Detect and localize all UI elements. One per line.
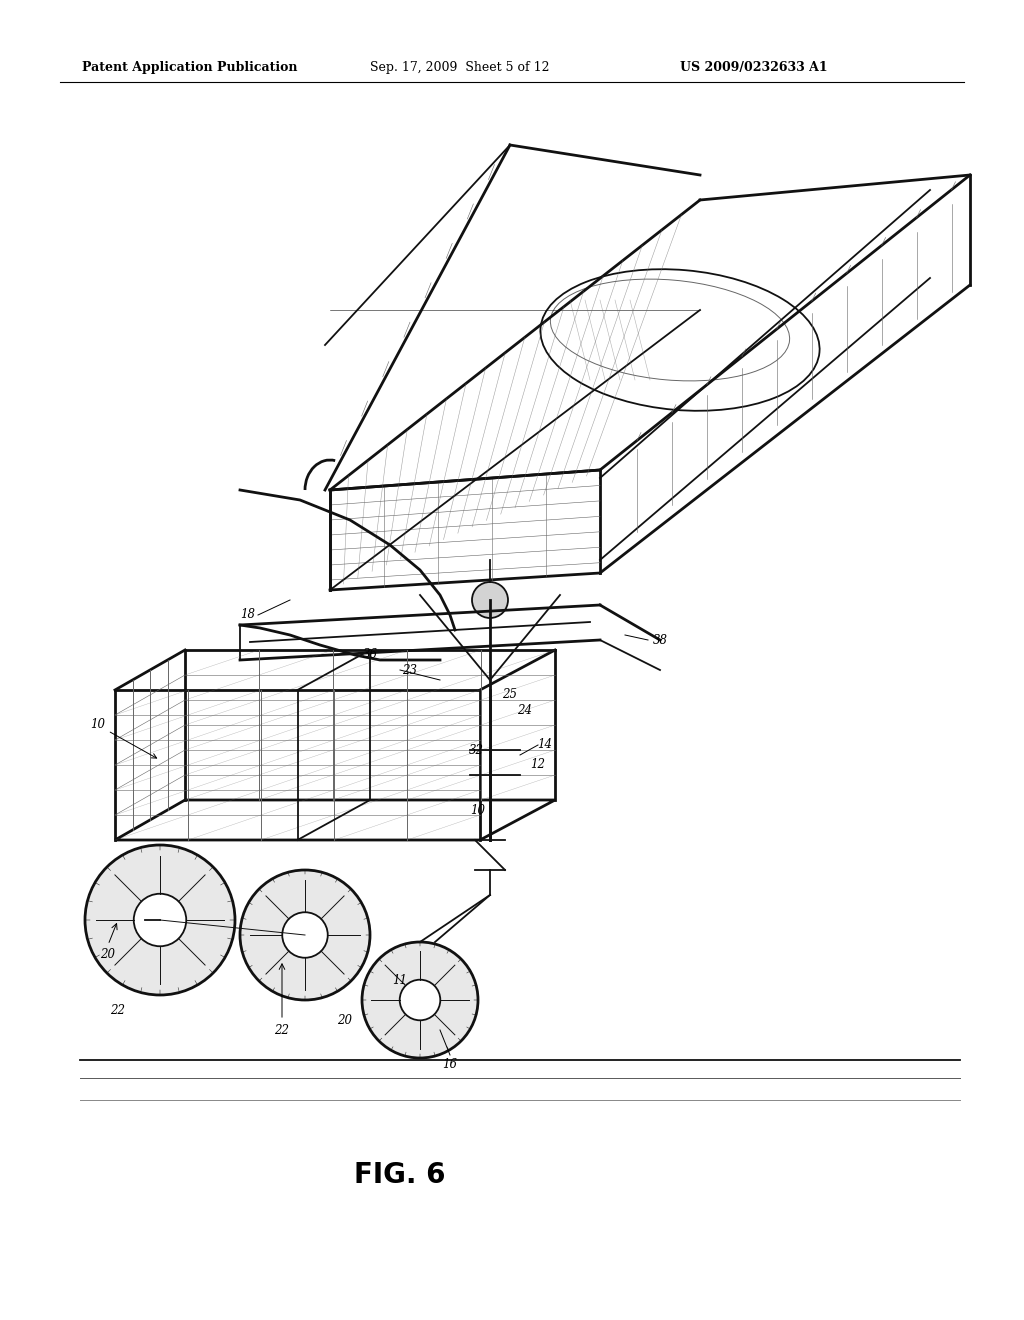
Text: Sep. 17, 2009  Sheet 5 of 12: Sep. 17, 2009 Sheet 5 of 12	[370, 62, 550, 74]
Text: 10: 10	[470, 804, 485, 817]
Text: 16: 16	[442, 1059, 458, 1072]
Text: US 2009/0232633 A1: US 2009/0232633 A1	[680, 62, 827, 74]
Text: 18: 18	[241, 609, 256, 622]
Text: 23: 23	[402, 664, 418, 676]
Circle shape	[134, 894, 186, 946]
Circle shape	[240, 870, 370, 1001]
Circle shape	[472, 582, 508, 618]
Text: 20: 20	[338, 1014, 352, 1027]
Text: 12: 12	[530, 759, 546, 771]
Circle shape	[399, 979, 440, 1020]
Text: 14: 14	[538, 738, 553, 751]
Text: 22: 22	[274, 1023, 290, 1036]
Text: 11: 11	[392, 974, 408, 986]
Text: 24: 24	[517, 704, 532, 717]
Text: Patent Application Publication: Patent Application Publication	[82, 62, 298, 74]
Circle shape	[283, 912, 328, 958]
Circle shape	[362, 942, 478, 1059]
Text: 20: 20	[100, 949, 116, 961]
Circle shape	[85, 845, 234, 995]
Text: 25: 25	[503, 689, 517, 701]
Text: 22: 22	[111, 1003, 126, 1016]
Text: 38: 38	[652, 634, 668, 647]
Text: 10: 10	[90, 718, 157, 758]
Text: 36: 36	[362, 648, 378, 661]
Text: FIG. 6: FIG. 6	[354, 1162, 445, 1189]
Text: 32: 32	[469, 743, 483, 756]
